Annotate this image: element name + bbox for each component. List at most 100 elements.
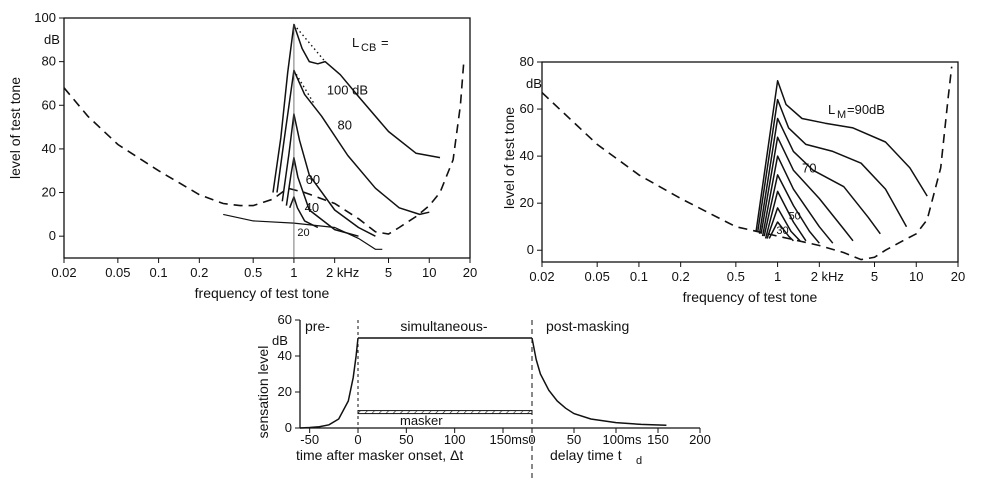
x-tick-label: 1 xyxy=(774,269,781,284)
curve-label: 100 dB xyxy=(327,82,368,97)
masking-curve-dotted xyxy=(293,70,315,104)
plot-frame xyxy=(541,61,959,263)
y-tick-label: 0 xyxy=(49,228,56,243)
x-tick-label: 50 xyxy=(567,432,581,447)
masking-curve xyxy=(758,117,881,235)
y-tick-label: 20 xyxy=(42,185,56,200)
x-axis-title-right-main: delay time t xyxy=(550,447,622,463)
curve-label: 60 xyxy=(306,172,320,187)
legend-title: L M =90dB xyxy=(828,102,885,121)
x-tick-label: -50 xyxy=(300,432,319,447)
y-tick-label: 60 xyxy=(278,312,292,327)
masking-curve xyxy=(761,155,834,244)
region-label-pre: pre- xyxy=(305,318,330,334)
masking-curve xyxy=(766,207,801,242)
masker-label: masker xyxy=(400,413,443,428)
y-tick-label: 40 xyxy=(520,148,534,163)
x-tick-label: 50 xyxy=(399,432,413,447)
masker-bar xyxy=(357,410,533,415)
x-tick-label: 2 kHz xyxy=(811,269,844,284)
x-tick-label: 0.02 xyxy=(529,269,554,284)
y-tick-label: 40 xyxy=(42,141,56,156)
x-tick-label: 0 xyxy=(354,432,361,447)
x-axis-title: frequency of test tone xyxy=(683,289,818,305)
masking-curve xyxy=(755,80,928,232)
masking-curve xyxy=(285,156,359,237)
pre-masking-curve xyxy=(299,337,359,429)
x-tick-label: 150ms xyxy=(489,432,529,447)
threshold-in-quiet-curve xyxy=(541,66,953,261)
masking-curve xyxy=(763,174,820,244)
x-tick-label: 0.2 xyxy=(672,269,690,284)
y-axis-label: level of test tone xyxy=(501,107,517,209)
masking-curve xyxy=(289,196,319,229)
masking-curve xyxy=(760,136,854,242)
y-axis-label: sensation level xyxy=(255,346,271,439)
x-tick-label: 0.05 xyxy=(105,265,130,280)
y-axis-title: sensation level xyxy=(255,346,271,439)
x-tick-label: 0.05 xyxy=(585,269,610,284)
legend-title: L CB = xyxy=(352,35,389,54)
region-label-post: post-masking xyxy=(546,318,629,334)
x-tick-label: 0.5 xyxy=(244,265,262,280)
x-tick-label: 2 kHz xyxy=(326,265,359,280)
post-masking-curve xyxy=(531,337,667,427)
x-axis-title-right: delay time t d xyxy=(550,447,642,467)
plot-frame xyxy=(63,17,471,259)
x-tick-label: 0.1 xyxy=(150,265,168,280)
x-tick-label: 0.02 xyxy=(51,265,76,280)
x-tick-label: 0.1 xyxy=(630,269,648,284)
region-label-simultaneous: simultaneous- xyxy=(400,318,487,334)
masking-curve xyxy=(276,69,430,216)
threshold-in-quiet-curve xyxy=(63,61,465,235)
x-tick-label: 150 xyxy=(647,432,669,447)
x-tick-label: 10 xyxy=(909,269,923,284)
curve-label: 30 xyxy=(776,225,788,237)
masking-curve xyxy=(281,113,376,237)
y-axis-title: level of test tone xyxy=(501,107,517,209)
y-tick-label: 60 xyxy=(42,97,56,112)
x-axis-title: frequency of test tone xyxy=(195,285,330,301)
y-unit-label: dB xyxy=(44,32,60,47)
masking-curve xyxy=(757,98,908,232)
x-tick-label: 100 xyxy=(444,432,466,447)
temporal-masking-chart: sensation level dB pre- simultaneous- po… xyxy=(255,312,711,478)
masking-curve xyxy=(764,190,807,242)
x-tick-label: 100ms xyxy=(602,432,642,447)
legend-title-subscript: M xyxy=(837,109,846,121)
curve-label: 20 xyxy=(297,227,309,239)
legend-title-suffix: =90dB xyxy=(847,102,885,117)
x-axis-title-left: time after masker onset, Δt xyxy=(296,447,463,463)
x-tick-label: 5 xyxy=(871,269,878,284)
y-tick-label: 0 xyxy=(285,420,292,435)
x-tick-label: 20 xyxy=(463,265,477,280)
y-unit-label: dB xyxy=(272,333,288,348)
x-tick-label: 0.5 xyxy=(727,269,745,284)
masking-pattern-chart-lm: level of test tone dB frequency of test … xyxy=(501,54,965,305)
y-tick-label: 20 xyxy=(520,195,534,210)
x-tick-label: 10 xyxy=(422,265,436,280)
legend-title-main: L xyxy=(352,35,359,50)
y-axis-title: level of test tone xyxy=(7,77,23,179)
x-tick-label: 200 xyxy=(689,432,711,447)
y-tick-label: 100 xyxy=(34,10,56,25)
y-tick-label: 40 xyxy=(278,348,292,363)
curve-label: 70 xyxy=(802,161,816,176)
y-axis-label: level of test tone xyxy=(7,77,23,179)
curve-label: 40 xyxy=(305,200,319,215)
legend-title-suffix: = xyxy=(381,35,389,50)
y-tick-label: 0 xyxy=(527,242,534,257)
x-tick-label: 20 xyxy=(951,269,965,284)
x-tick-label: 0.2 xyxy=(190,265,208,280)
x-axis-title-right-subscript: d xyxy=(636,455,642,467)
masking-curve xyxy=(272,23,441,193)
x-tick-label: 1 xyxy=(290,265,297,280)
masking-pattern-chart-lcb: level of test tone dB frequency of test … xyxy=(7,10,477,301)
masking-curve xyxy=(768,221,794,242)
y-unit-label: dB xyxy=(526,76,542,91)
y-tick-label: 80 xyxy=(42,54,56,69)
y-tick-label: 60 xyxy=(520,101,534,116)
y-tick-label: 80 xyxy=(520,54,534,69)
masking-curve-dotted xyxy=(293,24,326,63)
